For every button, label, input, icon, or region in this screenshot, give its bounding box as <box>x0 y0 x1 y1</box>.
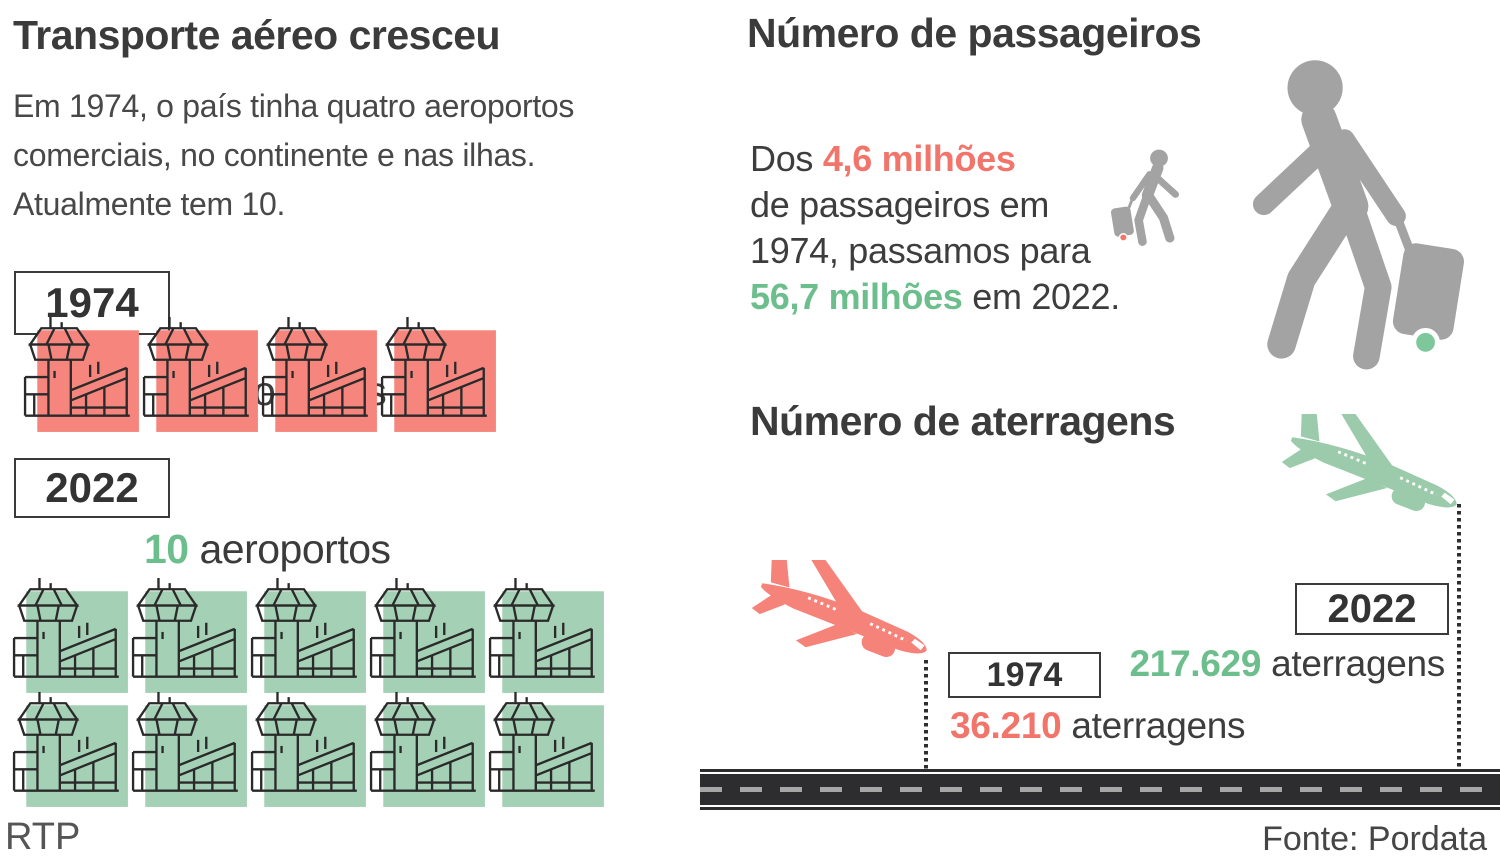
subtitle-line: Atualmente tem 10. <box>13 186 286 222</box>
source-label: Fonte: Pordata <box>1262 820 1487 858</box>
landings-2022-label: 217.629 aterragens <box>1129 643 1445 684</box>
airport-tower-icon <box>367 689 489 811</box>
airport-tower-icon <box>378 314 500 436</box>
landings-1974-label: 36.210 aterragens <box>950 705 1246 746</box>
paragraph-line: Dos 4,6 milhões <box>750 138 1016 179</box>
plane-landing-icon-1974 <box>746 560 938 688</box>
passenger-with-luggage-icon-small <box>1110 149 1180 251</box>
airport-tower-icon <box>259 314 381 436</box>
airport-tower-icon <box>486 689 608 811</box>
left-subtitle: Em 1974, o país tinha quatro aeroportos … <box>13 82 574 229</box>
airport-tower-icon <box>248 575 370 697</box>
paragraph-line: 56,7 milhões em 2022. <box>750 276 1120 317</box>
leader-line-1974 <box>924 660 928 769</box>
year-badge-1974-left: 1974 <box>14 271 170 335</box>
runway-centerline <box>700 786 1500 792</box>
airport-tower-icon <box>367 575 489 697</box>
runway-graphic <box>700 769 1500 810</box>
airport-tower-icon <box>129 689 251 811</box>
airport-tower-icon <box>10 689 132 811</box>
year-badge-2022-left: 2022 <box>14 458 170 518</box>
landings-title: Número de aterragens <box>750 398 1176 444</box>
airport-tower-icon <box>21 314 143 436</box>
runway-edge-top <box>700 769 1500 772</box>
passengers-1974-value: 4,6 milhões <box>822 138 1016 179</box>
airport-tower-icon <box>10 575 132 697</box>
airports-2022-count: 10 <box>144 526 189 572</box>
airport-tower-icon <box>486 575 608 697</box>
leader-line-2022 <box>1457 504 1461 769</box>
airport-tower-icon <box>140 314 262 436</box>
year-badge-2022-right: 2022 <box>1295 583 1449 635</box>
runway-strip <box>700 773 1500 805</box>
passengers-2022-value: 56,7 milhões <box>750 276 963 317</box>
airport-grid-2022 <box>10 575 630 811</box>
subtitle-line: comerciais, no continente e nas ilhas. <box>13 137 536 173</box>
passengers-title: Número de passageiros <box>747 10 1202 56</box>
passenger-with-luggage-icon-large <box>1250 56 1467 388</box>
landings-1974-value: 36.210 <box>950 705 1062 746</box>
subtitle-line: Em 1974, o país tinha quatro aeroportos <box>13 88 575 124</box>
runway-edge-bottom <box>700 807 1500 810</box>
airports-2022-label: 10 aeroportos <box>144 526 391 572</box>
paragraph-line: 1974, passamos para <box>750 230 1091 271</box>
credit-rtp: RTP <box>5 816 81 858</box>
airport-tower-icon <box>129 575 251 697</box>
airport-grid-1974 <box>21 314 621 436</box>
landings-2022-value: 217.629 <box>1129 643 1262 684</box>
airport-tower-icon <box>248 689 370 811</box>
left-title: Transporte aéreo cresceu <box>13 12 501 58</box>
year-badge-1974-right: 1974 <box>948 652 1101 698</box>
plane-landing-icon-2022 <box>1276 414 1468 542</box>
passengers-paragraph: Dos 4,6 milhões de passageiros em 1974, … <box>750 136 1120 320</box>
paragraph-line: de passageiros em <box>750 184 1050 225</box>
